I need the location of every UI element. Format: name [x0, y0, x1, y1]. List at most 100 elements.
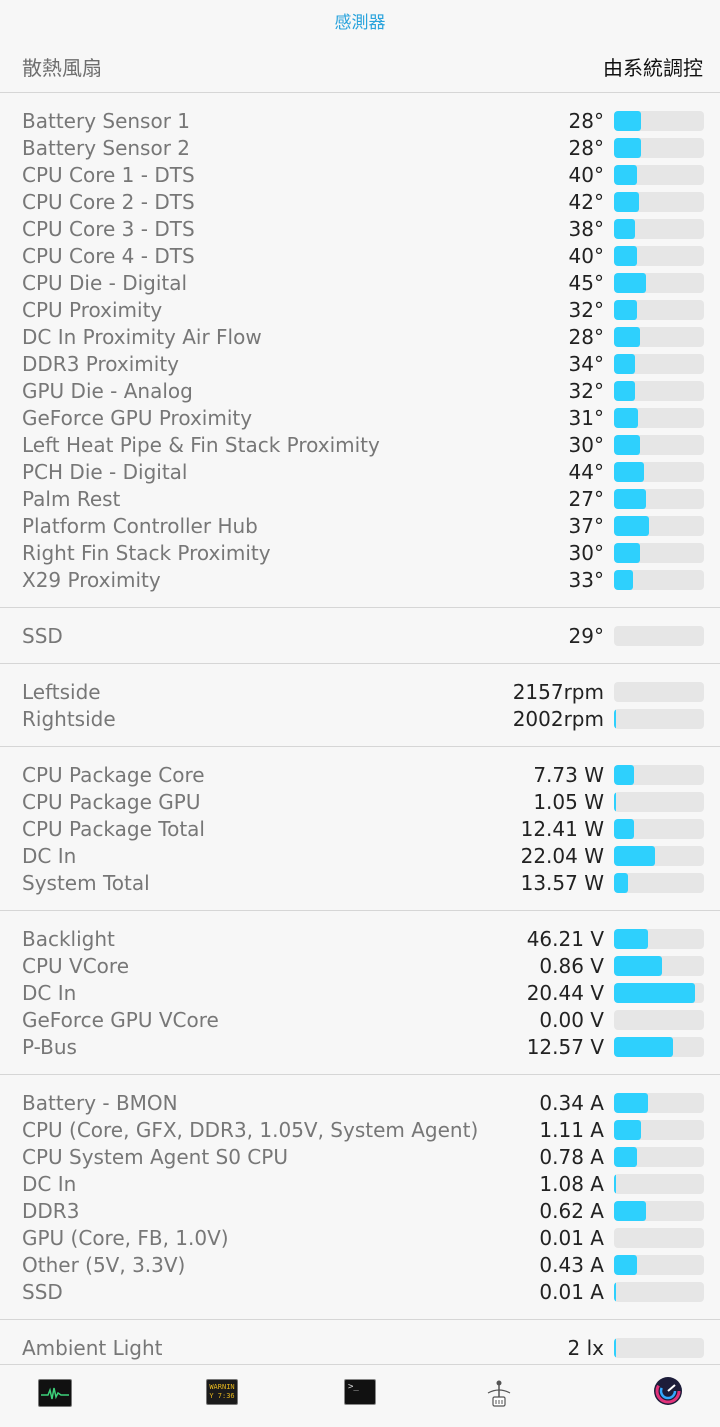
sensor-row[interactable]: CPU System Agent S0 CPU 0.78 A: [0, 1143, 720, 1170]
sensor-row[interactable]: Battery Sensor 2 28°: [0, 134, 720, 161]
sensor-row[interactable]: DC In Proximity Air Flow 28°: [0, 323, 720, 350]
sensor-row[interactable]: DDR3 0.62 A: [0, 1197, 720, 1224]
sensor-level-fill: [614, 164, 637, 185]
sensor-name: CPU Proximity: [22, 297, 163, 322]
sensor-level-bar: [614, 461, 704, 482]
sensor-name: CPU Core 2 - DTS: [22, 189, 195, 214]
sensor-value: 32°: [568, 378, 604, 403]
page-title: 感測器: [334, 12, 386, 33]
sensor-row[interactable]: Left Heat Pipe & Fin Stack Proximity 30°: [0, 431, 720, 458]
sensor-value: 12.41 W: [520, 816, 604, 841]
activity-monitor-icon[interactable]: [38, 1379, 72, 1407]
sensor-level-fill: [614, 245, 637, 266]
sensor-level-fill: [614, 380, 635, 401]
sensor-level-bar: [614, 1254, 704, 1275]
sensor-level-fill: [614, 515, 650, 536]
sensor-level-bar: [614, 218, 704, 239]
sensor-row[interactable]: GeForce GPU Proximity 31°: [0, 404, 720, 431]
sensor-row[interactable]: CPU Package Core 7.73 W: [0, 761, 720, 788]
sensor-level-fill: [614, 569, 633, 590]
sensor-row[interactable]: DC In 22.04 W: [0, 842, 720, 869]
istat-icon[interactable]: [653, 1376, 683, 1406]
sensor-value: 29°: [568, 623, 604, 648]
sensor-row[interactable]: GPU (Core, FB, 1.0V) 0.01 A: [0, 1224, 720, 1251]
sensor-name: DC In: [22, 843, 77, 868]
sensor-level-bar: [614, 299, 704, 320]
sensor-level-fill: [614, 872, 628, 893]
sensor-level-fill: [614, 434, 641, 455]
fan-control-row[interactable]: 散熱風扇 由系統調控: [0, 40, 720, 93]
sensor-level-fill: [614, 137, 641, 158]
sensor-row[interactable]: CPU Core 2 - DTS 42°: [0, 188, 720, 215]
sensor-name: Battery Sensor 1: [22, 108, 191, 133]
sensor-row[interactable]: Other (5V, 3.3V) 0.43 A: [0, 1251, 720, 1278]
sensor-level-fill: [614, 218, 635, 239]
sensor-value: 0.01 A: [539, 1279, 604, 1304]
sensor-value: 42°: [568, 189, 604, 214]
sensor-row[interactable]: CPU Die - Digital 45°: [0, 269, 720, 296]
sensor-row[interactable]: Backlight 46.21 V: [0, 925, 720, 952]
sensor-level-bar: [614, 353, 704, 374]
sensor-value: 38°: [568, 216, 604, 241]
sensor-level-fill: [614, 488, 646, 509]
sensor-row[interactable]: DC In 1.08 A: [0, 1170, 720, 1197]
sensor-row[interactable]: SSD 0.01 A: [0, 1278, 720, 1305]
sensor-level-bar: [614, 434, 704, 455]
sensor-level-bar: [614, 708, 704, 729]
sensor-name: CPU (Core, GFX, DDR3, 1.05V, System Agen…: [22, 1117, 479, 1142]
sensor-name: DDR3 Proximity: [22, 351, 180, 376]
sensor-name: DC In Proximity Air Flow: [22, 324, 262, 349]
sensor-level-bar: [614, 1337, 704, 1358]
sensor-row[interactable]: DDR3 Proximity 34°: [0, 350, 720, 377]
sensor-value: 0.86 V: [539, 953, 604, 978]
sensor-name: SSD: [22, 623, 63, 648]
sensor-row[interactable]: CPU VCore 0.86 V: [0, 952, 720, 979]
sensor-level-bar: [614, 1200, 704, 1221]
sensor-value: 28°: [568, 135, 604, 160]
sensor-value: 32°: [568, 297, 604, 322]
sensor-row[interactable]: Rightside 2002rpm: [0, 705, 720, 732]
sensor-row[interactable]: GPU Die - Analog 32°: [0, 377, 720, 404]
sensor-row[interactable]: PCH Die - Digital 44°: [0, 458, 720, 485]
sensor-level-fill: [614, 708, 616, 729]
sensor-row[interactable]: CPU Core 4 - DTS 40°: [0, 242, 720, 269]
sensor-row[interactable]: Platform Controller Hub 37°: [0, 512, 720, 539]
sensor-row[interactable]: X29 Proximity 33°: [0, 566, 720, 593]
sensor-row[interactable]: CPU (Core, GFX, DDR3, 1.05V, System Agen…: [0, 1116, 720, 1143]
sensor-row[interactable]: CPU Core 1 - DTS 40°: [0, 161, 720, 188]
sensor-row[interactable]: Leftside 2157rpm: [0, 678, 720, 705]
sensor-row[interactable]: Battery - BMON 0.34 A: [0, 1089, 720, 1116]
sensor-level-fill: [614, 982, 695, 1003]
sensor-row[interactable]: Ambient Light 2 lx: [0, 1334, 720, 1361]
sensor-section: Backlight 46.21 V CPU VCore 0.86 V DC In 20.4…: [0, 911, 720, 1075]
sensor-value: 2157rpm: [512, 679, 604, 704]
sensor-level-fill: [614, 764, 634, 785]
sensor-row[interactable]: GeForce GPU VCore 0.00 V: [0, 1006, 720, 1033]
sensor-row[interactable]: CPU Package GPU 1.05 W: [0, 788, 720, 815]
sensor-level-bar: [614, 272, 704, 293]
sensor-name: CPU VCore: [22, 953, 129, 978]
sensor-value: 33°: [568, 567, 604, 592]
usb-icon[interactable]: [483, 1379, 515, 1407]
sensor-row[interactable]: CPU Package Total 12.41 W: [0, 815, 720, 842]
terminal-icon[interactable]: >_: [344, 1379, 376, 1405]
sensor-row[interactable]: P-Bus 12.57 V: [0, 1033, 720, 1060]
sensor-level-fill: [614, 110, 641, 131]
sensor-row[interactable]: CPU Core 3 - DTS 38°: [0, 215, 720, 242]
sensor-row[interactable]: DC In 20.44 V: [0, 979, 720, 1006]
sensor-value: 37°: [568, 513, 604, 538]
sensor-level-fill: [614, 461, 644, 482]
sensor-name: CPU Core 4 - DTS: [22, 243, 195, 268]
console-icon[interactable]: WARNIN Y 7:36: [206, 1379, 238, 1405]
sensor-level-fill: [614, 1036, 674, 1057]
sensor-row[interactable]: SSD 29°: [0, 622, 720, 649]
sensor-name: CPU System Agent S0 CPU: [22, 1144, 288, 1169]
sensor-level-fill: [614, 845, 655, 866]
sensor-value: 30°: [568, 540, 604, 565]
sensor-row[interactable]: Right Fin Stack Proximity 30°: [0, 539, 720, 566]
sensor-row[interactable]: CPU Proximity 32°: [0, 296, 720, 323]
sensor-level-bar: [614, 245, 704, 266]
sensor-row[interactable]: Palm Rest 27°: [0, 485, 720, 512]
sensor-row[interactable]: Battery Sensor 1 28°: [0, 107, 720, 134]
sensor-row[interactable]: System Total 13.57 W: [0, 869, 720, 896]
